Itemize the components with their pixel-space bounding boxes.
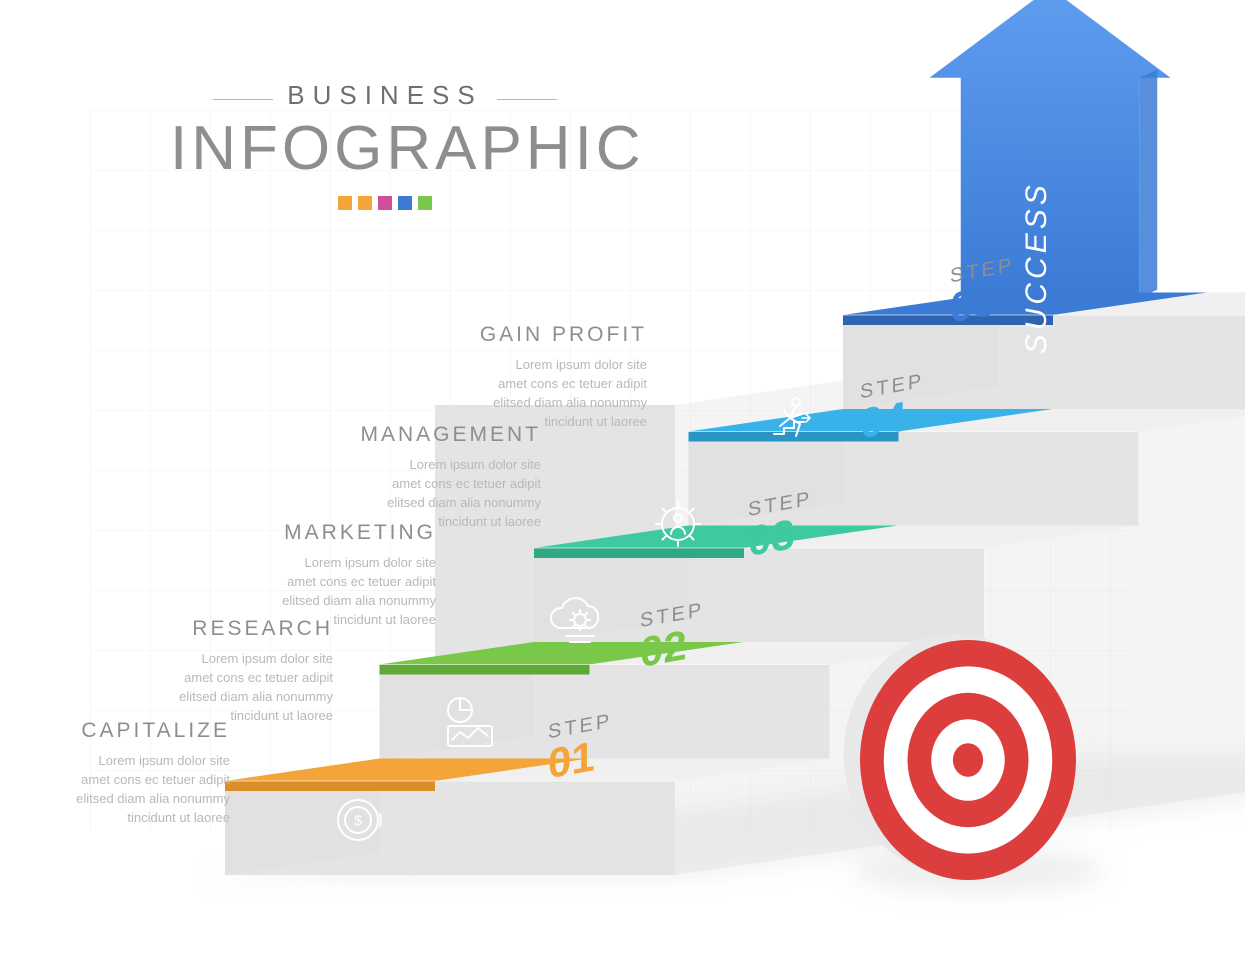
desc-line: elitsed diam alia nonummy [226, 592, 436, 611]
desc-line: tincidunt ut laoree [226, 611, 436, 630]
desc-line: Lorem ipsum dolor site [226, 554, 436, 573]
stair-scene: SUCCESSSTEP01STEP02STEP03STEP04STEP05$ [0, 0, 1245, 980]
desc-line: elitsed diam alia nonummy [331, 494, 541, 513]
arrow-label: SUCCESS [1020, 181, 1053, 354]
desc-line: amet cons ec tetuer adipit [437, 375, 647, 394]
step-description: GAIN PROFIT Lorem ipsum dolor siteamet co… [437, 320, 647, 432]
step-number: 05 [950, 277, 997, 332]
desc-line: Lorem ipsum dolor site [123, 650, 333, 669]
desc-line: Lorem ipsum dolor site [437, 356, 647, 375]
desc-line: tincidunt ut laoree [331, 513, 541, 532]
step-number: 03 [748, 510, 795, 565]
step-number: 01 [548, 732, 595, 787]
infographic-stage: BUSINESS INFOGRAPHIC SUCCESSSTEP01STEP02… [0, 0, 1245, 980]
desc-line: Lorem ipsum dolor site [20, 752, 230, 771]
desc-line: amet cons ec tetuer adipit [226, 573, 436, 592]
step-description: CAPITALIZELorem ipsum dolor siteamet con… [20, 716, 230, 828]
tread-front-lip [225, 781, 435, 791]
desc-line: tincidunt ut laoree [123, 707, 333, 726]
desc-line: elitsed diam alia nonummy [437, 394, 647, 413]
step-description: MANAGEMENTLorem ipsum dolor siteamet con… [331, 420, 541, 532]
step-number: 04 [860, 392, 907, 447]
desc-line: tincidunt ut laoree [20, 809, 230, 828]
step-description: RESEARCHLorem ipsum dolor siteamet cons … [123, 614, 333, 726]
tread-front-lip [534, 548, 744, 558]
desc-line: amet cons ec tetuer adipit [123, 669, 333, 688]
desc-line: elitsed diam alia nonummy [20, 790, 230, 809]
desc-line: tincidunt ut laoree [437, 413, 647, 432]
step-number: 02 [640, 621, 687, 676]
step-description: MARKETINGLorem ipsum dolor siteamet cons… [226, 518, 436, 630]
tread-front-lip [380, 665, 590, 675]
desc-line: amet cons ec tetuer adipit [20, 771, 230, 790]
desc-line: Lorem ipsum dolor site [331, 456, 541, 475]
step-heading: GAIN PROFIT [437, 320, 647, 350]
desc-line: amet cons ec tetuer adipit [331, 475, 541, 494]
desc-line: elitsed diam alia nonummy [123, 688, 333, 707]
arrow-side [1139, 70, 1157, 298]
svg-text:$: $ [354, 812, 362, 828]
